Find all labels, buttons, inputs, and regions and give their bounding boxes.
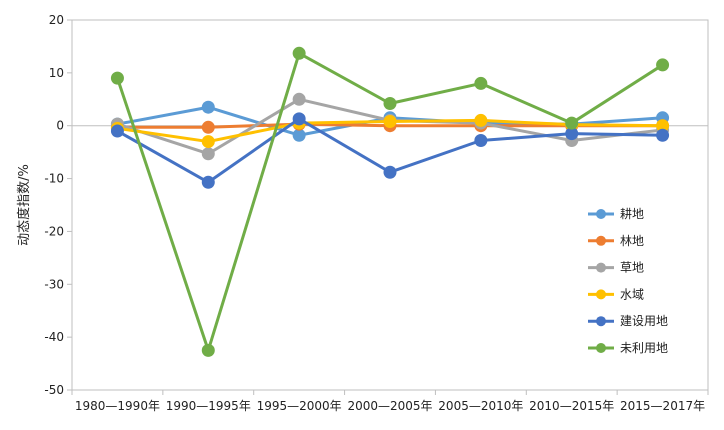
y-axis-title: 动态度指数/%	[16, 164, 32, 246]
data-point	[201, 100, 215, 114]
legend-swatch-marker	[596, 343, 606, 353]
x-tick-label: 2000—2005年	[347, 399, 432, 413]
legend-label: 水域	[620, 287, 644, 301]
data-point	[292, 92, 306, 106]
y-tick-label: 10	[49, 66, 64, 80]
legend-label: 未利用地	[620, 341, 668, 355]
legend-item: 未利用地	[588, 341, 668, 355]
legend-swatch-marker	[596, 262, 606, 273]
data-point	[292, 46, 306, 60]
x-tick-label: 2015—2017年	[620, 399, 705, 413]
data-point	[201, 135, 215, 149]
legend-item: 草地	[588, 261, 644, 275]
x-tick-label: 1990—1995年	[166, 399, 251, 413]
legend-label: 林地	[620, 234, 644, 248]
data-point	[656, 128, 670, 142]
data-point	[292, 112, 306, 126]
legend-swatch-marker	[596, 316, 606, 327]
y-tick-label: -20	[44, 224, 64, 238]
legend-label: 草地	[620, 261, 644, 275]
data-point	[656, 119, 670, 133]
data-point	[383, 114, 397, 128]
data-point	[383, 97, 397, 111]
y-tick-labels: 20 10 0 -10 -20 -30 -40 -50	[44, 13, 72, 397]
data-point	[565, 127, 579, 141]
data-point	[474, 113, 488, 127]
data-point	[656, 58, 670, 72]
y-tick-label: 0	[56, 119, 64, 133]
series-6	[110, 46, 670, 357]
x-tick-label: 2005—2010年	[438, 399, 523, 413]
data-point	[201, 147, 215, 161]
legend-item: 林地	[588, 234, 644, 248]
data-point	[110, 71, 124, 85]
series-5	[110, 112, 670, 189]
legend-label: 耕地	[620, 206, 644, 221]
data-point	[201, 120, 215, 134]
y-tick-label: -30	[44, 277, 64, 291]
x-tick-labels: 1980—1990年 1990—1995年 1995—2000年 2000—2005年…	[71, 390, 709, 413]
x-tick-label: 2010—2015年	[529, 399, 614, 413]
legend-swatch-marker	[596, 289, 606, 300]
y-tick-label: -40	[44, 330, 64, 344]
series-layer	[110, 46, 670, 357]
legend-item: 耕地	[588, 206, 644, 221]
y-tick-label: -10	[44, 172, 64, 186]
data-point	[474, 76, 488, 90]
data-point	[292, 128, 306, 142]
data-point	[474, 134, 488, 148]
x-tick-label: 1980—1990年	[75, 399, 160, 413]
data-point	[565, 116, 579, 130]
data-point	[201, 175, 215, 189]
legend-item: 水域	[588, 287, 644, 301]
data-point	[110, 124, 124, 138]
legend-swatch-marker	[596, 209, 606, 219]
plot-area	[71, 19, 709, 391]
legend-swatch-marker	[596, 235, 606, 246]
y-tick-label: 20	[49, 13, 64, 27]
data-point	[383, 165, 397, 179]
legend-item: 建设用地	[588, 314, 668, 328]
y-tick-label: -50	[44, 383, 64, 397]
legend-label: 建设用地	[620, 314, 668, 328]
x-tick-label: 1995—2000年	[257, 399, 342, 413]
data-point	[201, 343, 215, 357]
